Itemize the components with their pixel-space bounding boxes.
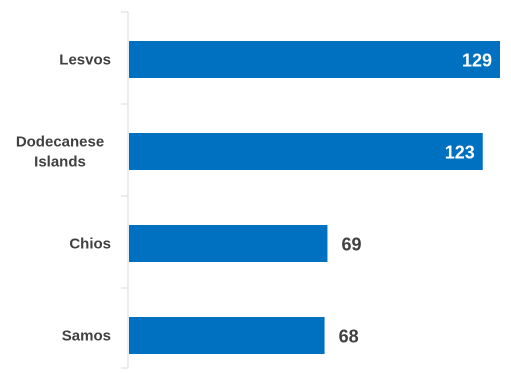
category-label-dodecanese-islands: Dodecanese Islands	[16, 134, 104, 171]
category-labels-group: Lesvos Dodecanese Islands Chios Samos	[16, 52, 111, 345]
bar-samos	[129, 317, 325, 354]
bar-chios	[129, 225, 328, 262]
category-label-samos: Samos	[62, 328, 111, 345]
category-label-chios: Chios	[69, 236, 111, 253]
value-label-lesvos: 129	[462, 51, 492, 71]
bars-group	[129, 41, 500, 354]
category-label-lesvos: Lesvos	[59, 52, 111, 69]
bar-dodecanese-islands	[129, 133, 483, 170]
value-label-samos: 68	[339, 327, 359, 347]
value-labels-group: 129 123 69 68	[339, 51, 492, 347]
value-label-dodecanese-islands: 123	[445, 143, 475, 163]
bar-lesvos	[129, 41, 500, 78]
value-label-chios: 69	[341, 235, 361, 255]
